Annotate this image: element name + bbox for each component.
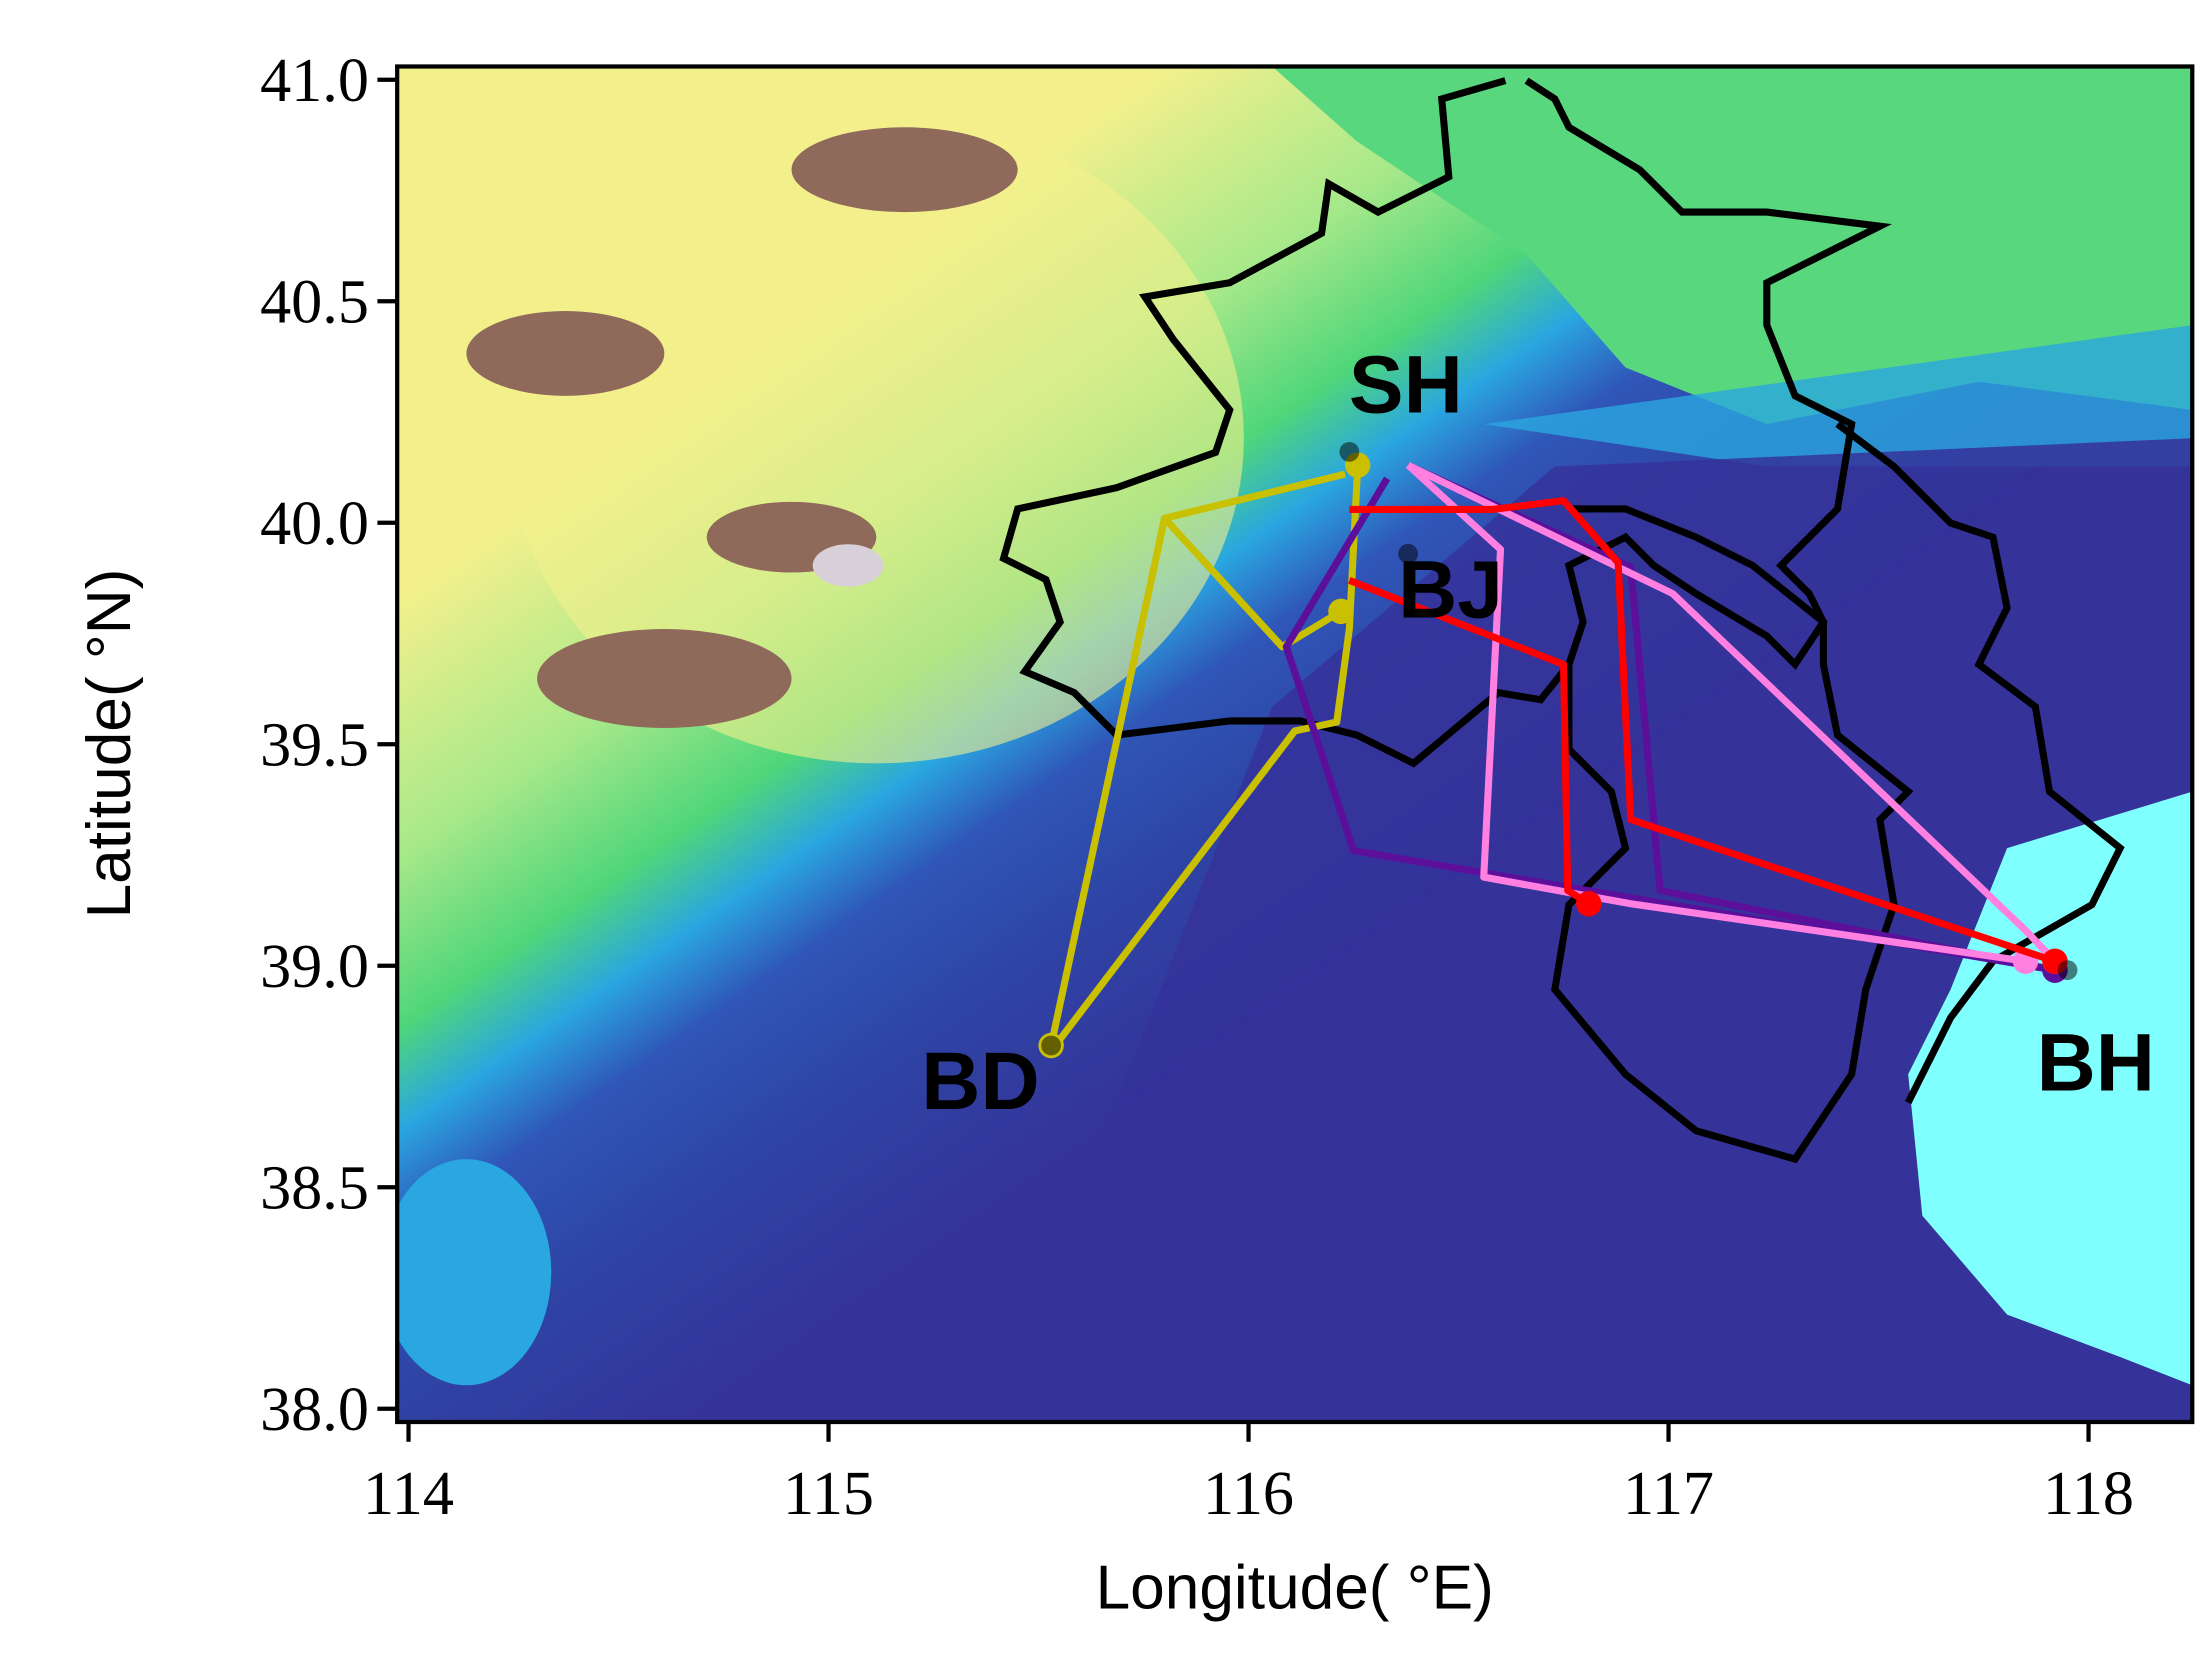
site-label: BD [921, 1036, 1039, 1127]
y-tick-label: 41.0 [260, 47, 369, 115]
terrain-north [1272, 66, 2193, 425]
y-tick-label: 40.0 [260, 490, 369, 558]
x-tick-label: 116 [1203, 1460, 1294, 1528]
site-label: BJ [1398, 544, 1503, 635]
trajectory-end [1328, 598, 1354, 625]
terrain [397, 66, 2193, 1423]
site-marker [1339, 441, 1360, 462]
trajectory [1349, 497, 2057, 965]
boundary-tianjin [1551, 505, 1914, 1164]
mountain [537, 629, 792, 728]
trajectories [1038, 452, 2068, 1059]
x-tick-label: 118 [2043, 1460, 2134, 1528]
trajectory [1161, 515, 1343, 651]
y-tick-label: 38.5 [260, 1154, 369, 1222]
mountain [466, 311, 665, 396]
x-tick-label: 115 [783, 1460, 874, 1528]
y-tick-label: 39.5 [260, 711, 369, 779]
y-tick-label: 40.5 [260, 268, 369, 336]
terrain-high [508, 113, 1244, 764]
trajectory-end [1576, 890, 1602, 917]
site-marker [1398, 543, 1419, 564]
terrain-sw [397, 1159, 552, 1386]
trajectory [1406, 461, 2058, 964]
x-tick-label: 117 [1623, 1460, 1714, 1528]
peak [812, 544, 884, 587]
trajectory [1405, 462, 2027, 965]
boundary-beijing [999, 77, 1892, 768]
trajectory [1282, 476, 2056, 974]
trajectory [1052, 464, 1362, 1048]
plain [989, 438, 2193, 1422]
sea [1908, 791, 2193, 1386]
terrain-slope [1484, 325, 2193, 467]
y-tick-label: 38.0 [260, 1376, 369, 1444]
site-label: BH [2037, 1017, 2155, 1108]
x-tick-label: 114 [363, 1460, 454, 1528]
site-marker [2057, 960, 2078, 981]
site-label: SH [1349, 339, 1463, 430]
y-axis-title: Latitude( °N) [75, 569, 144, 919]
mountain [791, 127, 1018, 213]
y-tick-label: 39.0 [260, 933, 369, 1001]
x-axis-title: Longitude( °E) [1096, 1554, 1494, 1623]
site-marker [1041, 1035, 1062, 1056]
